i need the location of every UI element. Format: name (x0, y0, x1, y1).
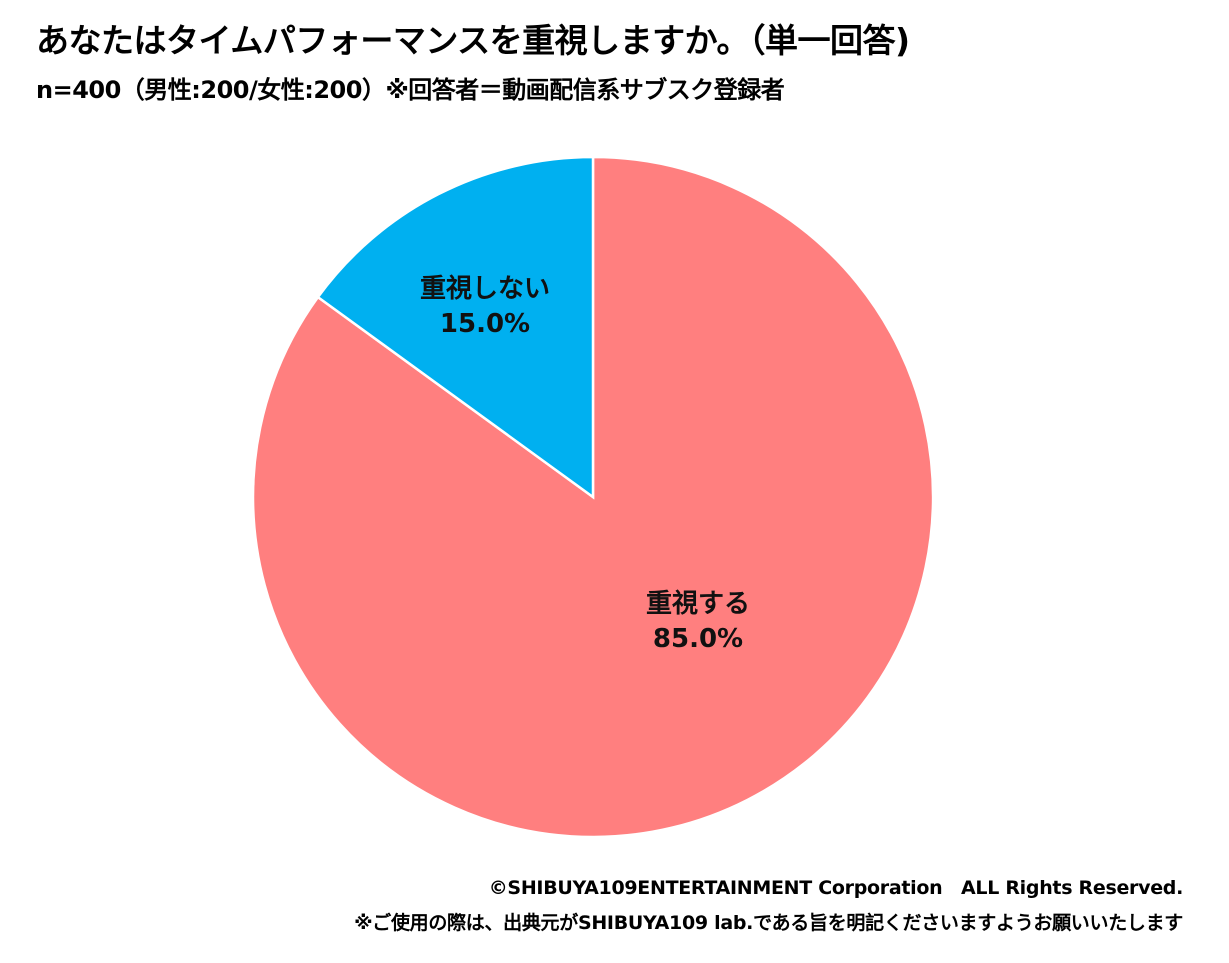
copyright-text: ©SHIBUYA109ENTERTAINMENT Corporation ALL… (488, 877, 1184, 899)
slice-value-label: 85.0% (653, 624, 743, 654)
slice-label: 重視しない (420, 274, 550, 304)
usage-note: ※ご使用の際は、出典元がSHIBUYA109 lab.である旨を明記くださいます… (354, 912, 1183, 934)
slice-value-label: 15.0% (440, 309, 530, 339)
chart-subtitle: n=400（男性:200/女性:200）※回答者＝動画配信系サブスク登録者 (36, 76, 785, 104)
slice-label: 重視する (646, 589, 750, 619)
chart-title: あなたはタイムパフォーマンスを重視しますか。（単一回答) (36, 21, 910, 60)
pie-slice-1 (316, 155, 595, 500)
